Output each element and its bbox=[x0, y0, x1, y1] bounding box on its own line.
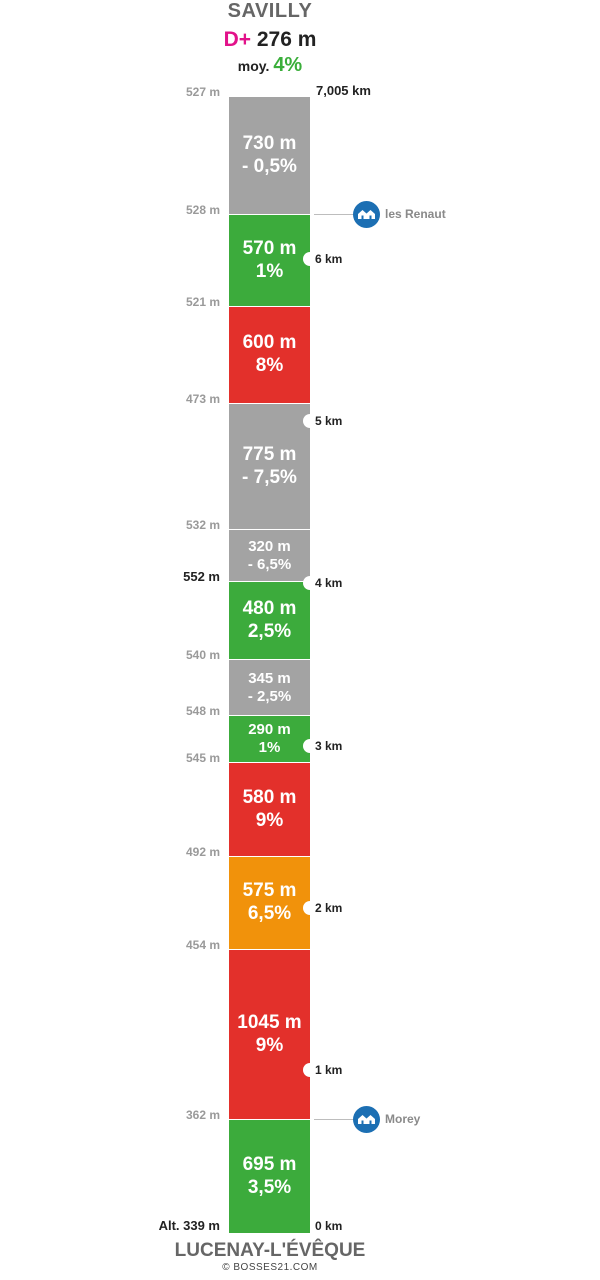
altitude-label: 362 m bbox=[185, 1108, 220, 1122]
km-marker: 4 km bbox=[315, 576, 343, 590]
segment-3: 600 m 8% bbox=[229, 306, 310, 403]
km-notch bbox=[303, 1063, 317, 1077]
segment-gradient: - 2,5% bbox=[247, 687, 292, 705]
altitude-label: 473 m bbox=[185, 392, 220, 406]
segment-9: 580 m 9% bbox=[229, 762, 310, 856]
segment-4: 775 m- 7,5% bbox=[229, 403, 310, 529]
segment-6: 480 m 2,5% bbox=[229, 581, 310, 659]
altitude-label: 528 m bbox=[185, 203, 220, 217]
altitude-label: 545 m bbox=[185, 751, 220, 765]
segment-length: 575 m bbox=[242, 880, 297, 902]
altitude-label: 521 m bbox=[185, 295, 220, 309]
altitude-label: Alt. 339 m bbox=[158, 1218, 220, 1233]
altitude-label: 552 m bbox=[183, 569, 220, 584]
elevation-gain-label: D+ bbox=[223, 28, 252, 51]
segment-2: 570 m 1% bbox=[229, 214, 310, 306]
average-gradient-value: 4% bbox=[273, 54, 303, 76]
segment-gradient: 8% bbox=[255, 355, 284, 376]
segment-length: 600 m bbox=[242, 332, 297, 354]
segment-11: 1045 m 9% bbox=[229, 949, 310, 1119]
village-icon bbox=[353, 1106, 380, 1133]
segment-length: 580 m bbox=[242, 786, 297, 808]
segment-length: 345 m bbox=[248, 669, 291, 687]
segment-gradient: - 0,5% bbox=[242, 155, 297, 177]
segment-gradient: - 6,5% bbox=[247, 555, 292, 573]
segment-10: 575 m 6,5% bbox=[229, 856, 310, 949]
km-notch bbox=[303, 576, 317, 590]
segment-gradient: 3,5% bbox=[247, 1176, 292, 1198]
km-marker: 0 km bbox=[315, 1219, 343, 1233]
segment-length: 775 m bbox=[242, 443, 297, 465]
poi-leader-line bbox=[314, 1119, 354, 1120]
poi-label: les Renaut bbox=[385, 207, 446, 221]
km-marker: 2 km bbox=[315, 901, 343, 915]
altitude-label: 454 m bbox=[185, 938, 220, 952]
segment-gradient: 9% bbox=[255, 809, 284, 831]
segment-gradient: 1% bbox=[258, 739, 281, 756]
segment-7: 345 m- 2,5% bbox=[229, 659, 310, 715]
segment-gradient: 6,5% bbox=[247, 903, 292, 924]
elevation-gain-value: 276 m bbox=[256, 28, 317, 51]
poi-label: Morey bbox=[385, 1112, 421, 1126]
segment-5: 320 m- 6,5% bbox=[229, 529, 310, 581]
copyright: © BOSSES21.COM bbox=[222, 1262, 318, 1273]
segment-length: 480 m bbox=[242, 597, 297, 619]
segment-12: 695 m 3,5% bbox=[229, 1119, 310, 1233]
segment-gradient: 2,5% bbox=[247, 620, 292, 642]
start-location-title: SAVILLY bbox=[227, 0, 313, 22]
segment-length: 320 m bbox=[248, 537, 291, 555]
average-gradient: moy. 4% bbox=[0, 54, 540, 77]
total-distance: 7,005 km bbox=[316, 83, 371, 98]
average-gradient-label: moy. bbox=[237, 58, 270, 74]
km-notch bbox=[303, 901, 317, 915]
segment-gradient: 9% bbox=[255, 1034, 284, 1056]
poi-leader-line bbox=[314, 214, 354, 215]
segment-1: 730 m- 0,5% bbox=[229, 96, 310, 214]
segment-length: 730 m bbox=[242, 132, 297, 154]
elevation-gain: D+ 276 m bbox=[0, 28, 540, 52]
segment-length: 1045 m bbox=[237, 1011, 302, 1033]
segment-8: 290 m 1% bbox=[229, 715, 310, 762]
segment-gradient: 1% bbox=[255, 260, 284, 282]
altitude-label: 548 m bbox=[185, 704, 220, 718]
altitude-label: 527 m bbox=[185, 85, 220, 99]
km-marker: 5 km bbox=[315, 414, 343, 428]
km-notch bbox=[303, 252, 317, 266]
segment-length: 290 m bbox=[248, 721, 291, 738]
altitude-label: 532 m bbox=[185, 518, 220, 532]
km-marker: 3 km bbox=[315, 739, 343, 753]
segment-length: 695 m bbox=[242, 1153, 297, 1175]
km-marker: 6 km bbox=[315, 252, 343, 266]
segment-length: 570 m bbox=[242, 237, 297, 259]
end-location-title: LUCENAY-L'ÉVÊQUE bbox=[174, 1240, 366, 1261]
village-icon bbox=[353, 201, 380, 228]
km-notch bbox=[303, 414, 317, 428]
altitude-label: 540 m bbox=[185, 648, 220, 662]
km-marker: 1 km bbox=[315, 1063, 343, 1077]
altitude-label: 492 m bbox=[185, 845, 220, 859]
profile-bar: 730 m- 0,5% 570 m 1% 600 m 8% 775 m- 7,5% 320 … bbox=[229, 96, 310, 1233]
km-notch bbox=[303, 739, 317, 753]
segment-gradient: - 7,5% bbox=[242, 466, 297, 488]
